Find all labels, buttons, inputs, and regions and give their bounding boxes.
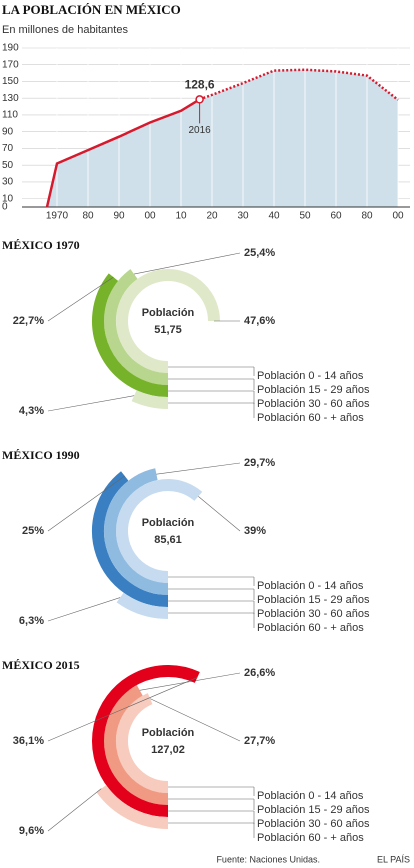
value-label: 4,3% [19,405,44,417]
y-tick-label: 90 [2,126,14,137]
annotation-point [195,95,204,104]
arc [104,269,169,385]
value-label: 36,1% [13,735,44,747]
legend-label: Población 60 - + años [257,412,364,424]
arc [104,685,169,805]
leader-line [139,672,241,691]
arc [92,273,169,397]
line-actual [45,98,201,208]
x-tick-label: 60 [330,211,342,222]
leader-line [47,475,125,532]
y-tick-label: 50 [2,160,14,171]
y-tick-label: 190 [2,43,19,54]
legend-label: Población 15 - 29 años [257,594,370,606]
publisher: EL PAÍS [377,854,410,864]
value-label: 22,7% [13,315,44,327]
leader-line [133,252,241,275]
x-tick-label: 00 [144,211,156,222]
legend-label: Población 30 - 60 años [257,818,370,830]
source: Fuente: Naciones Unidas. [216,854,320,864]
y-tick-label: 0 [2,202,8,213]
arc [92,471,169,607]
legend-label: Población 15 - 29 años [257,384,370,396]
y-tick-label: 170 [2,59,19,70]
y-tick-label: 110 [2,110,18,121]
arc [104,468,169,595]
value-label: 25,4% [244,247,275,259]
value-label: 47,6% [244,315,275,327]
x-tick-label: 80 [361,211,373,222]
value-label: 39% [244,525,266,537]
legend-label: Población 0 - 14 años [257,790,364,802]
legend-label: Población 0 - 14 años [257,370,364,382]
center-title: Población [142,307,195,319]
x-tick-label: 10 [175,211,187,222]
value-label: 27,7% [244,735,275,747]
annotation-year: 2016 [188,125,211,136]
y-tick-label: 150 [2,76,19,87]
x-tick-label: 80 [82,211,94,222]
leader-line [149,698,241,742]
legend-label: Población 30 - 60 años [257,398,370,410]
chart-title: MÉXICO 1990 [2,448,80,462]
center-title: Población [142,517,195,529]
legend-label: Población 0 - 14 años [257,580,364,592]
arc [92,665,200,817]
area [47,69,398,207]
chart-title: MÉXICO 2015 [2,658,80,672]
x-tick-label: 40 [268,211,280,222]
center-value: 51,75 [154,324,182,336]
x-tick-label: 00 [392,211,404,222]
arc [116,269,220,373]
arc [131,390,169,409]
leader-line [156,462,241,475]
value-label: 29,7% [244,457,275,469]
arc [116,479,203,583]
x-tick-label: 20 [206,211,218,222]
value-label: 9,6% [19,825,44,837]
leader-line [198,496,241,532]
center-value: 85,61 [154,534,182,546]
leader-line [47,276,114,322]
value-label: 6,3% [19,615,44,627]
arc [116,693,169,793]
arc [116,592,169,619]
leader-line [47,788,102,832]
value-label: 26,6% [244,667,275,679]
main-title: LA POBLACIÓN EN MÉXICO [2,2,181,17]
value-label: 25% [22,525,44,537]
arc [96,785,169,829]
subtitle: En millones de habitantes [2,24,128,36]
x-tick-label: 50 [299,211,311,222]
y-tick-label: 130 [2,93,19,104]
legend-label: Población 30 - 60 años [257,608,370,620]
leader-line [47,597,121,622]
chart-title: MÉXICO 1970 [2,238,80,252]
center-title: Población [142,727,195,739]
legend-label: Población 60 - + años [257,622,364,634]
leader-line [47,395,135,412]
center-value: 127,02 [151,744,185,756]
x-tick-label: 90 [113,211,125,222]
y-tick-label: 30 [2,177,14,188]
y-tick-label: 70 [2,143,14,154]
legend-label: Población 60 - + años [257,832,364,844]
x-tick-label: 30 [237,211,249,222]
leader-line [47,677,198,742]
annotation-label: 128,6 [185,78,215,92]
x-tick-label: 1970 [46,211,69,222]
legend-label: Población 15 - 29 años [257,804,370,816]
y-tick-label: 10 [2,193,14,204]
